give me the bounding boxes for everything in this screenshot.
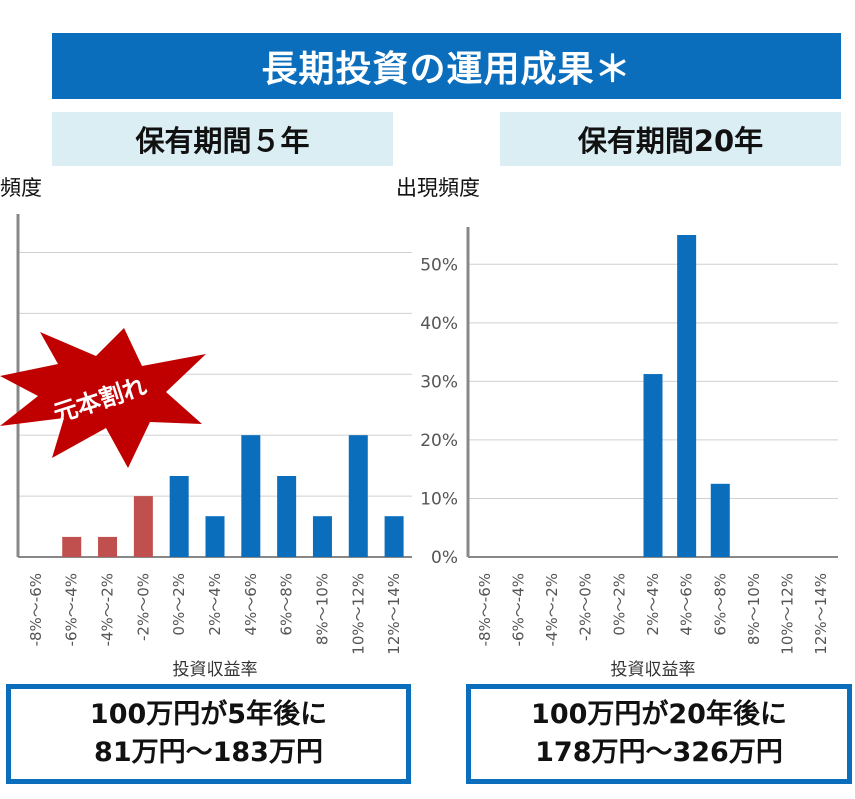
- y-tick-label: 40%: [420, 314, 458, 334]
- chart-left-ylabel: 頻度: [0, 176, 42, 200]
- bar-7: [241, 435, 261, 557]
- chart-left: -8%～-6% -6%～-4% -4%～-2% -2%～0% 0%～2% 2%～4% 4%～…: [16, 214, 412, 680]
- x-tick-label: 10%～12%: [349, 573, 367, 655]
- x-tick-label: -4%～-2%: [99, 573, 117, 646]
- summary-right-line1: 100万円が20年後に: [531, 699, 787, 730]
- summary-box-right: 100万円が20年後に 178万円～326万円: [466, 684, 852, 784]
- page-title: 長期投資の運用成果＊: [261, 49, 632, 90]
- y-tick-label: 20%: [420, 431, 458, 451]
- x-axis-label: 投資収益率: [173, 660, 258, 680]
- x-tick-label: 12%～14%: [385, 573, 403, 655]
- x-tick-label: 2%～4%: [644, 573, 662, 636]
- x-tick-label: 4%～6%: [242, 573, 260, 636]
- x-tick-label: -6%～-4%: [63, 573, 81, 646]
- summary-left-line2: 81万円～183万円: [94, 737, 323, 768]
- bar-11: [384, 516, 404, 557]
- x-tick-label: -8%～-6%: [476, 573, 494, 646]
- x-tick-label: 6%～8%: [711, 573, 729, 636]
- x-axis-label: 投資収益率: [611, 660, 696, 680]
- burst-shape: [0, 328, 206, 468]
- chart-right-title: 保有期間20年: [500, 112, 841, 166]
- x-tick-label: 0%～2%: [610, 573, 628, 636]
- y-tick-label: 30%: [420, 372, 458, 392]
- x-tick-label: 4%～6%: [678, 573, 696, 636]
- bar-5: [169, 475, 189, 557]
- loss-burst: 元本割れ: [0, 328, 206, 468]
- bar-10: [348, 435, 368, 557]
- summary-left-line1: 100万円が5年後に: [89, 699, 328, 730]
- bar-7: [677, 235, 697, 557]
- bar-8: [710, 483, 730, 557]
- x-tick-label: -6%～-4%: [509, 573, 527, 646]
- x-tick-label: -2%～0%: [134, 573, 152, 641]
- bar-6: [205, 516, 225, 557]
- bar-4: [133, 496, 153, 557]
- x-tick-label: 8%～10%: [313, 573, 331, 645]
- chart-right-ylabel: 出現頻度: [396, 176, 480, 200]
- x-tick-label: -2%～0%: [577, 573, 595, 641]
- x-tick-label: 0%～2%: [170, 573, 188, 636]
- x-tick-label: 12%～14%: [812, 573, 830, 655]
- bar-9: [312, 516, 332, 557]
- bar-6: [643, 374, 663, 557]
- y-tick-label: 0%: [431, 548, 458, 568]
- chart-right: 0% 10% 20% 30% 40% 50% -8%～-6% -6%～-4% -4%～-2% -2…: [420, 227, 838, 680]
- page-title-banner: 長期投資の運用成果＊: [52, 33, 841, 99]
- bar-2: [62, 536, 82, 557]
- y-tick-label: 10%: [420, 489, 458, 509]
- x-tick-label: 8%～10%: [745, 573, 763, 645]
- x-tick-label: 10%～12%: [779, 573, 797, 655]
- bar-8: [277, 475, 297, 557]
- x-tick-label: 2%～4%: [206, 573, 224, 636]
- x-tick-label: -8%～-6%: [27, 573, 45, 646]
- x-tick-label: 6%～8%: [278, 573, 296, 636]
- bar-3: [98, 536, 118, 557]
- summary-box-left: 100万円が5年後に 81万円～183万円: [6, 684, 411, 784]
- x-tick-label: -4%～-2%: [543, 573, 561, 646]
- chart-left-title: 保有期間５年: [52, 112, 393, 166]
- summary-right-line2: 178万円～326万円: [535, 737, 783, 768]
- y-tick-label: 50%: [420, 255, 458, 275]
